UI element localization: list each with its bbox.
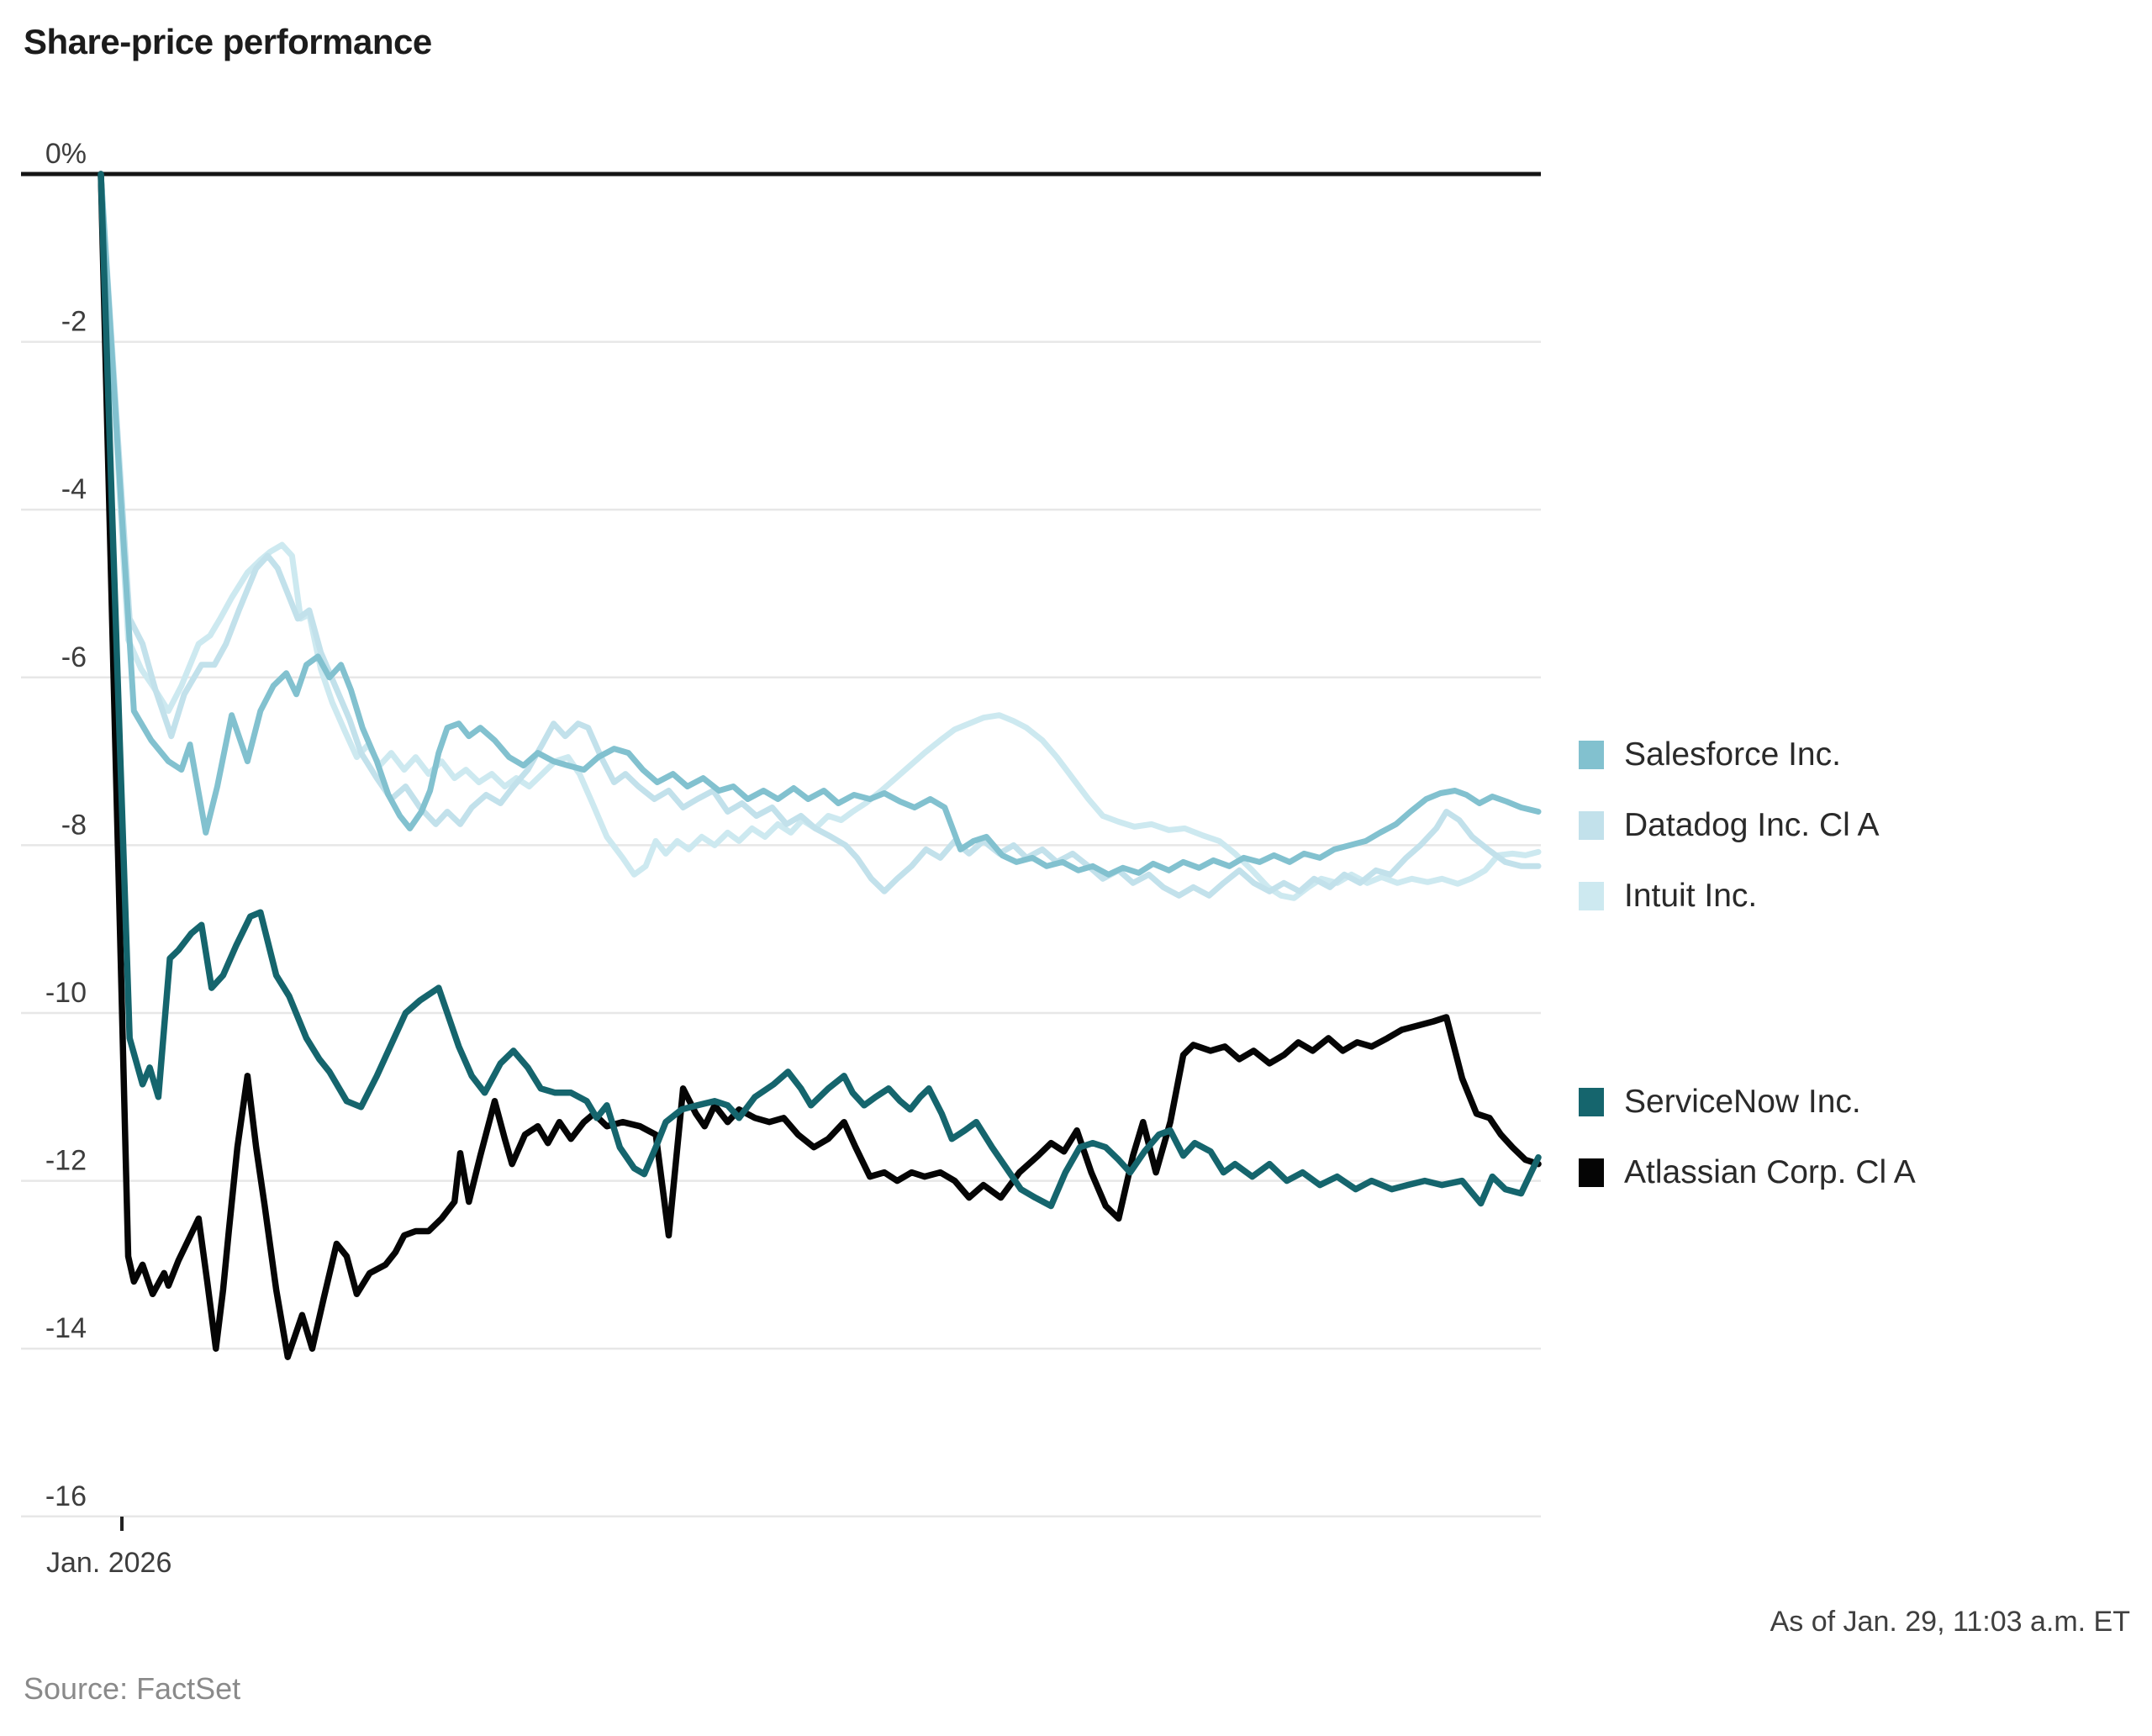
series-lines bbox=[98, 171, 1542, 1360]
legend-item-atlassian: Atlassian Corp. Cl A bbox=[1579, 1154, 1916, 1191]
series-line-atlassian-corp-cl-a bbox=[98, 171, 1542, 1360]
legend-swatch-servicenow bbox=[1579, 1088, 1604, 1116]
legend-item-servicenow: ServiceNow Inc. bbox=[1579, 1084, 1916, 1121]
y-axis-label: -4 bbox=[61, 473, 87, 505]
as-of-timestamp: As of Jan. 29, 11:03 a.m. ET bbox=[1770, 1606, 2130, 1638]
series-line-salesforce-inc bbox=[98, 171, 1542, 878]
legend-label-datadog: Datadog Inc. Cl A bbox=[1624, 807, 1880, 843]
y-axis-label: -6 bbox=[61, 641, 87, 673]
series-line-servicenow-inc bbox=[98, 171, 1542, 1210]
y-axis-label: -8 bbox=[61, 809, 87, 841]
legend-group-lower: ServiceNow Inc. Atlassian Corp. Cl A bbox=[1579, 1084, 1916, 1191]
y-axis-label: 0% bbox=[45, 138, 87, 170]
legend-label-intuit: Intuit Inc. bbox=[1624, 878, 1758, 914]
series-line-intuit-inc bbox=[98, 171, 1542, 901]
y-axis-labels: 0% -2 -4 -6 -8 -10 -12 -14 -16 bbox=[45, 138, 87, 1512]
legend-swatch-atlassian bbox=[1579, 1158, 1604, 1187]
legend-swatch-datadog bbox=[1579, 811, 1604, 840]
series-line-datadog-inc-cl-a bbox=[98, 171, 1542, 899]
x-axis-label: Jan. 2026 bbox=[46, 1547, 172, 1579]
y-axis-label: -2 bbox=[61, 306, 87, 338]
legend-swatch-intuit bbox=[1579, 882, 1604, 910]
source-attribution: Source: FactSet bbox=[24, 1671, 241, 1706]
legend-item-datadog: Datadog Inc. Cl A bbox=[1579, 807, 1880, 844]
legend-label-salesforce: Salesforce Inc. bbox=[1624, 736, 1841, 773]
y-axis-label: -12 bbox=[45, 1145, 87, 1177]
legend-label-servicenow: ServiceNow Inc. bbox=[1624, 1084, 1861, 1120]
y-axis-label: -16 bbox=[45, 1480, 87, 1512]
y-axis-label: -10 bbox=[45, 977, 87, 1009]
legend-label-atlassian: Atlassian Corp. Cl A bbox=[1624, 1154, 1916, 1190]
chart-title: Share-price performance bbox=[24, 22, 432, 61]
legend-item-salesforce: Salesforce Inc. bbox=[1579, 736, 1880, 773]
legend-swatch-salesforce bbox=[1579, 741, 1604, 769]
legend-item-intuit: Intuit Inc. bbox=[1579, 878, 1880, 915]
y-axis-label: -14 bbox=[45, 1312, 87, 1344]
legend-group-upper: Salesforce Inc. Datadog Inc. Cl A Intuit… bbox=[1579, 736, 1880, 915]
gridlines bbox=[21, 171, 1541, 1518]
